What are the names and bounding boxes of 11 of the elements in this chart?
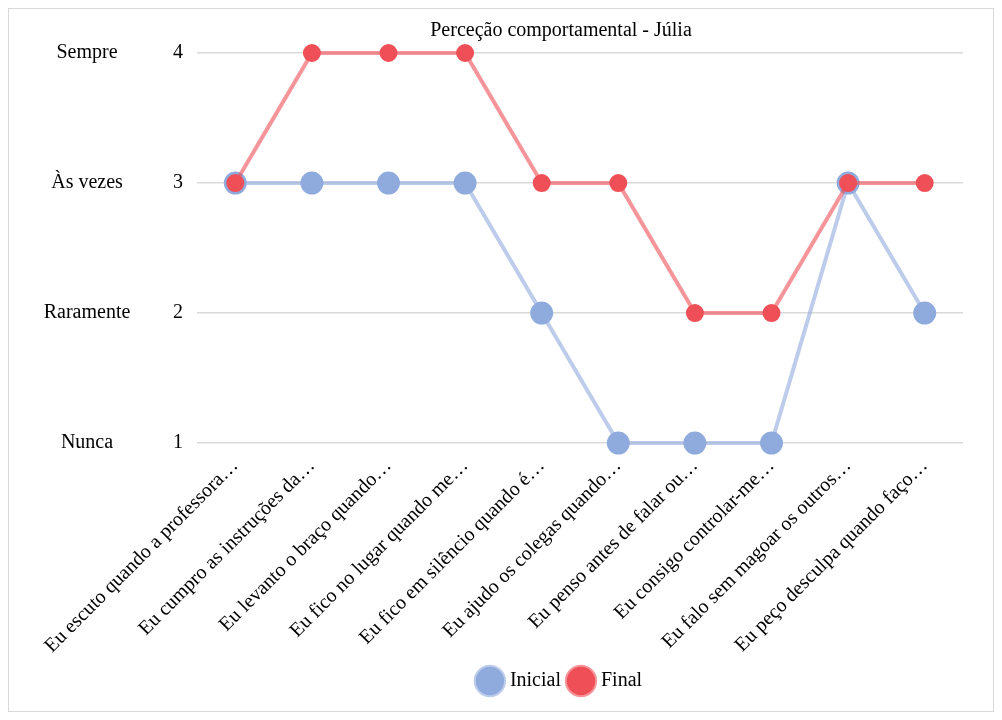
y-tick-label: 2 [173,300,183,323]
text: Nunca [60,430,114,453]
text: Raramente [43,300,131,323]
y-tick-label: 1 [173,430,183,453]
text: Sempre [56,40,118,64]
legend-label: Final [600,668,643,691]
text: Às vezes [51,170,124,193]
y-tick-label: 4 [173,40,183,63]
y-tick-label: 3 [173,170,183,193]
chart-title: Perceção comportamental - Júlia [430,18,692,42]
legend-label: Inicial [509,668,562,691]
